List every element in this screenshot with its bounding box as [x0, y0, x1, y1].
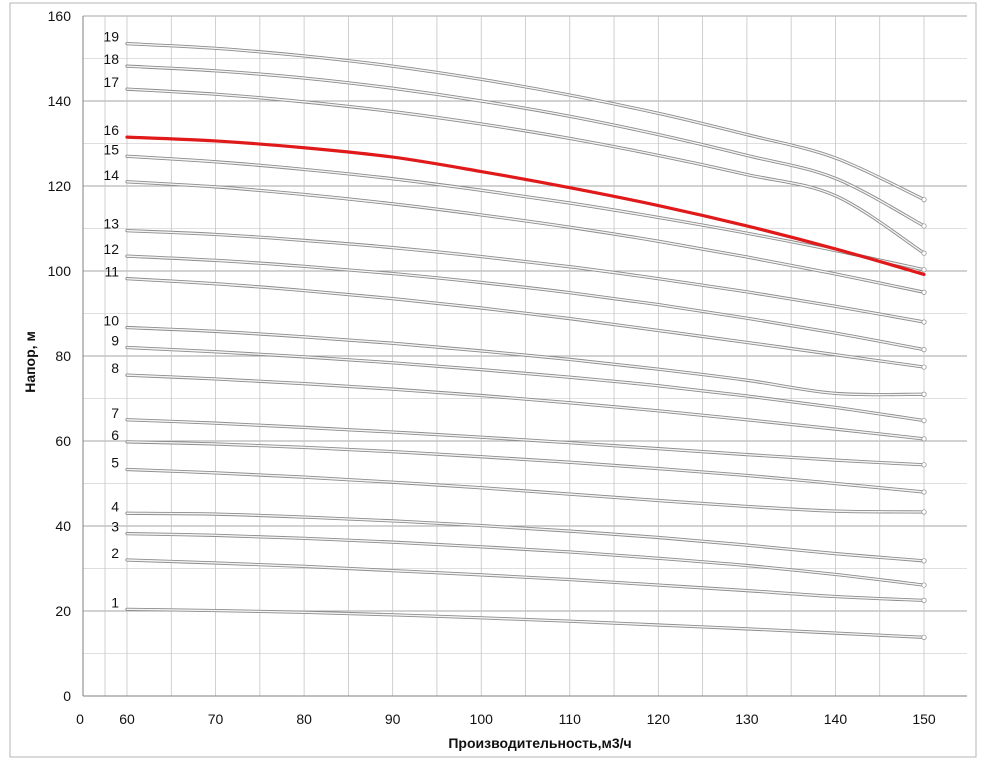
- series-label-15: 15: [103, 141, 119, 157]
- series-label-3: 3: [111, 519, 119, 535]
- series-curve-8: [126, 374, 925, 440]
- series-curve-6: [126, 441, 925, 493]
- series-curve-11: [126, 277, 925, 368]
- series-curve-7: [126, 419, 925, 466]
- series-label-10: 10: [103, 313, 119, 329]
- series-end-marker-12: [921, 347, 927, 353]
- series-end-marker-2: [921, 597, 927, 603]
- series-curve-13: [126, 229, 925, 323]
- x-tick-label: 60: [119, 711, 135, 727]
- series-label-1: 1: [111, 594, 119, 610]
- series-label-9: 9: [111, 333, 119, 349]
- y-tick-label: 0: [63, 688, 71, 704]
- series-end-marker-9: [921, 417, 927, 424]
- series-label-7: 7: [111, 405, 119, 421]
- x-tick-label: 0: [76, 711, 84, 727]
- series-end-marker-13: [921, 319, 927, 325]
- x-tick-label: 120: [647, 711, 671, 727]
- series-curve-10: [126, 326, 925, 396]
- series-curve-3: [126, 532, 925, 586]
- series-label-12: 12: [103, 241, 119, 257]
- series-curve-9: [126, 346, 925, 422]
- series-end-marker-10: [921, 391, 927, 397]
- series-label-13: 13: [103, 216, 119, 232]
- y-tick-label: 120: [48, 178, 72, 194]
- x-tick-label: 130: [735, 711, 759, 727]
- x-tick-label: 150: [912, 711, 936, 727]
- x-tick-label: 110: [559, 711, 582, 727]
- series-end-marker-7: [921, 462, 927, 468]
- series-end-marker-14: [921, 289, 927, 295]
- series-curve-2: [126, 559, 925, 602]
- series-label-11: 11: [104, 264, 119, 280]
- series-end-marker-8: [921, 436, 927, 442]
- series-label-19: 19: [103, 29, 119, 45]
- x-tick-label: 90: [385, 711, 401, 727]
- axes: [82, 16, 967, 697]
- series-curve-19: [126, 42, 925, 201]
- y-tick-label: 80: [55, 348, 71, 364]
- series-end-marker-11: [921, 364, 927, 370]
- y-tick-label: 60: [55, 433, 71, 449]
- series-curve-1: [126, 608, 925, 639]
- series-end-marker-17: [921, 250, 927, 256]
- y-tick-label: 20: [55, 603, 71, 619]
- series-curves: [125, 42, 927, 640]
- series-curve-14: [126, 181, 925, 293]
- x-tick-label: 80: [296, 711, 312, 727]
- y-tick-label: 160: [48, 8, 72, 24]
- y-tick-label: 100: [48, 263, 72, 279]
- y-axis-title: Напор, м: [22, 331, 38, 393]
- series-end-marker-5: [921, 509, 927, 515]
- series-label-8: 8: [111, 360, 119, 376]
- x-tick-label: 70: [208, 711, 224, 727]
- series-curve-17: [126, 88, 925, 254]
- series-curve-12: [126, 255, 925, 351]
- series-curve-18: [126, 65, 925, 227]
- series-label-6: 6: [111, 427, 119, 443]
- x-axis-title: Производительность,м3/ч: [448, 735, 631, 751]
- y-tick-label: 40: [55, 518, 71, 534]
- x-tick-label: 100: [470, 711, 494, 727]
- series-end-marker-4: [921, 558, 927, 564]
- series-label-16: 16: [103, 122, 119, 138]
- series-label-5: 5: [111, 454, 119, 470]
- series-end-marker-15: [921, 267, 927, 273]
- x-tick-label: 140: [824, 711, 848, 727]
- series-end-marker-6: [921, 489, 927, 495]
- series-curve-15: [126, 155, 925, 271]
- series-label-17: 17: [103, 74, 119, 90]
- series-curve-4: [126, 512, 925, 562]
- y-tick-label: 140: [48, 93, 72, 109]
- series-end-marker-3: [921, 582, 927, 588]
- series-curve-5: [126, 468, 925, 513]
- series-end-marker-1: [921, 634, 927, 640]
- series-label-4: 4: [111, 498, 119, 514]
- series-end-marker-18: [921, 223, 927, 229]
- series-label-18: 18: [103, 51, 119, 67]
- series-label-2: 2: [111, 545, 119, 561]
- series-label-14: 14: [103, 167, 119, 183]
- series-end-marker-19: [921, 197, 927, 203]
- series-curve-16: [125, 135, 926, 276]
